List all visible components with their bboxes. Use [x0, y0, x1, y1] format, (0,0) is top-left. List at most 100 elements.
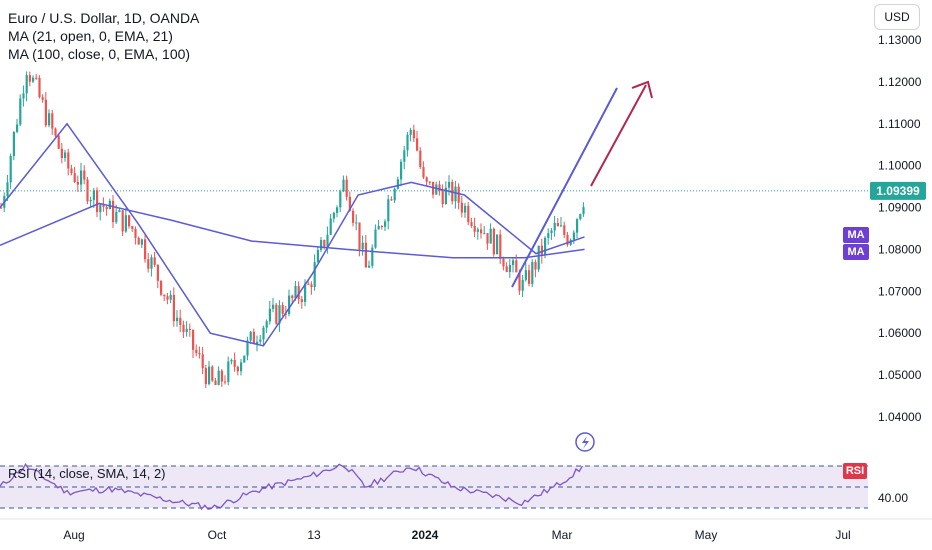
- candle-body: [342, 179, 345, 192]
- candle-body: [576, 219, 579, 233]
- price-tick-label: 1.11000: [878, 117, 921, 131]
- candle-body: [233, 359, 236, 367]
- chart-legend: Euro / U.S. Dollar, 1D, OANDA MA (21, op…: [8, 9, 199, 63]
- candle-body: [572, 232, 575, 240]
- candle-body: [316, 249, 319, 263]
- candle-body: [80, 170, 83, 185]
- price-tick-label: 1.12000: [878, 75, 922, 89]
- candle-body: [297, 286, 300, 300]
- candle-body: [192, 329, 195, 350]
- time-axis-label: Mar: [552, 528, 573, 542]
- candle-body: [105, 206, 108, 210]
- candle-body: [550, 230, 553, 234]
- candle-body: [246, 340, 249, 356]
- candle-body: [422, 167, 425, 178]
- candle-body: [377, 226, 380, 230]
- candle-body: [156, 264, 159, 281]
- candle-body: [470, 222, 473, 226]
- candle-body: [112, 200, 115, 223]
- candle-body: [259, 339, 262, 342]
- candle-body: [252, 331, 255, 345]
- candle-body: [560, 225, 563, 227]
- candle-body: [217, 370, 220, 385]
- candle-body: [355, 222, 358, 224]
- price-tick-label: 1.07000: [878, 284, 922, 298]
- candle-body: [400, 161, 403, 180]
- candle-body: [0, 207, 3, 209]
- candle-body: [182, 324, 185, 333]
- candle-body: [396, 179, 399, 189]
- candle-body: [211, 366, 214, 381]
- candle-body: [326, 234, 329, 247]
- candle-body: [64, 152, 67, 158]
- candle-body: [134, 228, 137, 238]
- ma-21-legend[interactable]: MA (21, open, 0, EMA, 21): [8, 28, 173, 44]
- ma-21-badge: MA: [843, 227, 869, 243]
- current-price-badge: [870, 181, 926, 200]
- currency-button[interactable]: USD: [874, 4, 920, 30]
- candle-body: [438, 184, 441, 192]
- candle-body: [166, 296, 169, 300]
- ma-21-line: [0, 122, 585, 347]
- candle-body: [454, 186, 457, 202]
- candle-body: [448, 181, 451, 188]
- candle-body: [220, 370, 223, 382]
- rsi-legend[interactable]: RSI (14, close, SMA, 14, 2): [8, 466, 166, 481]
- candle-body: [579, 214, 582, 220]
- candles: [0, 71, 585, 389]
- candle-body: [25, 75, 28, 94]
- candle-body: [467, 205, 470, 223]
- candle-body: [236, 366, 239, 372]
- candle-body: [121, 210, 124, 232]
- candle-body: [489, 228, 492, 244]
- candle-body: [544, 237, 547, 256]
- symbol-title[interactable]: Euro / U.S. Dollar, 1D, OANDA: [8, 10, 200, 26]
- candle-body: [416, 138, 419, 151]
- candle-body: [390, 199, 393, 201]
- candle-body: [345, 179, 348, 197]
- candle-body: [92, 190, 95, 200]
- candle-body: [486, 233, 489, 244]
- candle-body: [102, 204, 105, 207]
- candle-body: [172, 294, 175, 322]
- candle-body: [195, 349, 198, 354]
- candle-body: [300, 299, 303, 302]
- candle-body: [512, 260, 515, 266]
- projection-arrow: [590, 84, 647, 187]
- candle-body: [473, 225, 476, 232]
- candle-body: [480, 229, 483, 234]
- candle-body: [288, 295, 291, 315]
- candle-body: [243, 355, 246, 363]
- time-axis-label: Aug: [63, 528, 84, 542]
- trend-line: [511, 87, 618, 288]
- candle-body: [153, 257, 156, 265]
- rsi-badge: RSI: [843, 463, 867, 479]
- candle-body: [476, 229, 479, 232]
- candle-body: [188, 328, 191, 330]
- candle-body: [364, 242, 367, 268]
- candle-body: [227, 361, 230, 382]
- candle-body: [419, 150, 422, 168]
- candle-body: [320, 239, 323, 250]
- candle-body: [124, 215, 127, 232]
- candle-body: [108, 200, 111, 210]
- candle-body: [294, 286, 297, 299]
- candle-body: [96, 190, 99, 213]
- candle-body: [515, 260, 518, 273]
- candle-body: [38, 77, 41, 98]
- candle-body: [332, 212, 335, 219]
- candle-body: [371, 247, 374, 266]
- ma-100-legend[interactable]: MA (100, close, 0, EMA, 100): [8, 46, 191, 62]
- candle-body: [99, 204, 102, 213]
- time-axis-label: 2024: [412, 528, 439, 542]
- candle-body: [115, 211, 118, 223]
- candle-body: [249, 331, 252, 341]
- candle-body: [67, 152, 70, 169]
- candle-body: [361, 242, 364, 250]
- candle-body: [441, 191, 444, 204]
- candle-body: [6, 182, 9, 197]
- candle-body: [528, 270, 531, 284]
- candle-body: [374, 229, 377, 248]
- candle-body: [272, 304, 275, 309]
